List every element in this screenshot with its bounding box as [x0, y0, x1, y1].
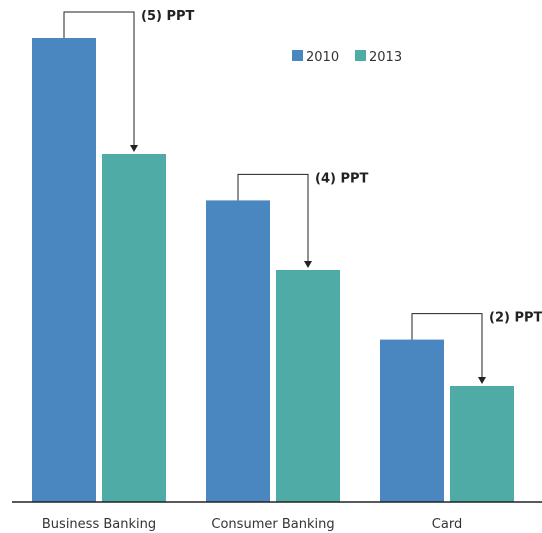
category-label-card: Card	[432, 517, 462, 532]
bar-business-banking-2013	[102, 154, 166, 502]
bars-group	[32, 38, 514, 502]
category-label-consumer-banking: Consumer Banking	[211, 517, 334, 532]
arrowhead-business-banking	[130, 145, 138, 152]
legend-label-2010: 2010	[306, 50, 339, 65]
bar-consumer-banking-2010	[206, 200, 270, 502]
annotation-label-card: (2) PPT	[489, 311, 542, 326]
connector-business-banking	[63, 11, 135, 146]
annotation-label-consumer-banking: (4) PPT	[315, 171, 369, 186]
bar-card-2010	[380, 339, 444, 502]
annotation-connectors	[63, 11, 486, 384]
legend: 2010 2013	[292, 50, 402, 65]
arrowhead-card	[478, 377, 486, 384]
bar-card-2013	[450, 386, 514, 502]
bar-consumer-banking-2013	[276, 270, 340, 502]
connector-consumer-banking	[237, 173, 309, 262]
category-label-business-banking: Business Banking	[42, 517, 156, 532]
legend-label-2013: 2013	[369, 50, 402, 65]
category-labels: Business Banking Consumer Banking Card	[42, 517, 462, 532]
legend-swatch-2013	[355, 50, 366, 61]
bar-business-banking-2010	[32, 38, 96, 502]
connector-card	[411, 313, 483, 378]
annotation-label-business-banking: (5) PPT	[141, 9, 195, 24]
annotation-labels: (5) PPT (4) PPT (2) PPT	[141, 9, 542, 326]
arrowhead-consumer-banking	[304, 261, 312, 268]
legend-swatch-2010	[292, 50, 303, 61]
